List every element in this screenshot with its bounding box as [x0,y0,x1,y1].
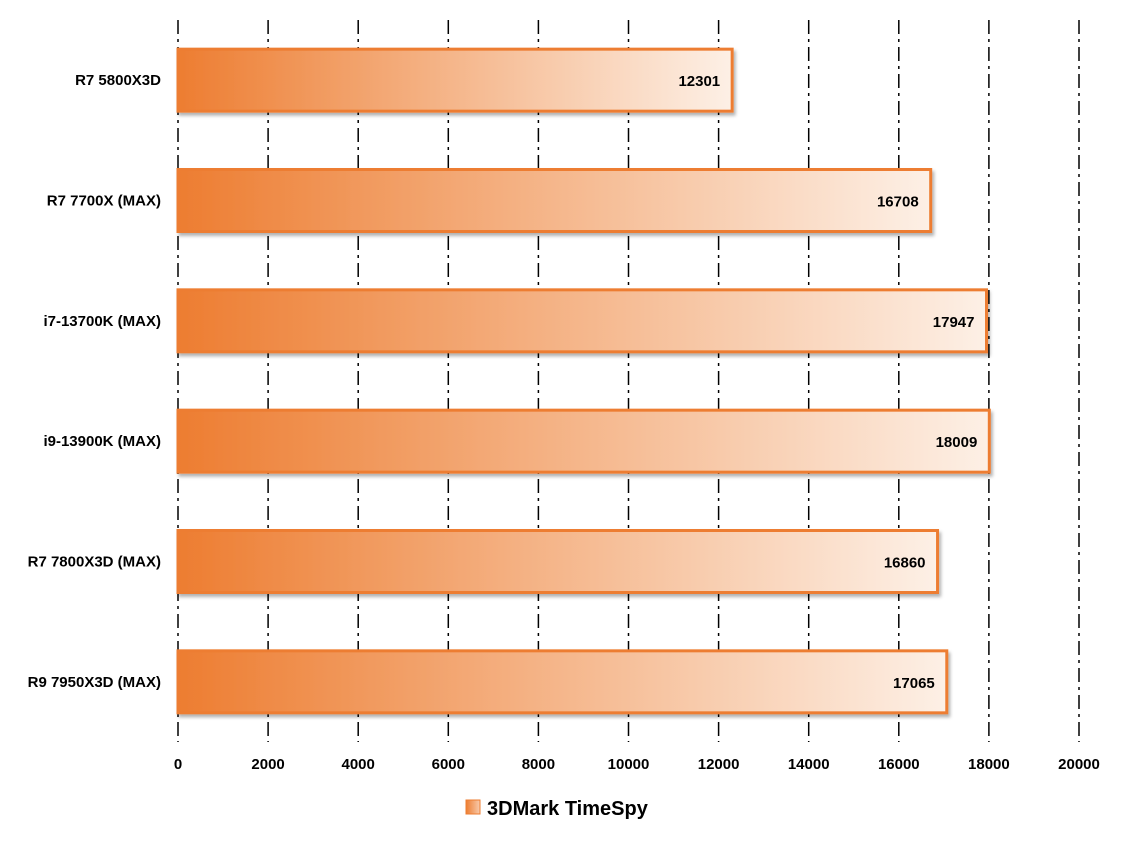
x-tick-label: 18000 [968,756,1010,773]
x-tick-label: 2000 [251,756,284,773]
legend-swatch [465,799,481,815]
bar [176,529,940,594]
data-label: 17947 [933,314,975,331]
x-tick-label: 20000 [1058,756,1100,773]
x-tick-label: 10000 [608,756,650,773]
data-label: 16860 [884,555,926,572]
data-label: 18009 [936,434,978,451]
bar [176,47,734,113]
category-label: R7 7700X (MAX) [47,193,161,210]
x-tick-label: 16000 [878,756,920,773]
category-label: i9-13900K (MAX) [43,433,161,450]
x-tick-label: 8000 [522,756,555,773]
data-label: 12301 [678,73,720,90]
x-tick-label: 14000 [788,756,830,773]
data-label: 16708 [877,194,919,211]
x-tick-label: 12000 [698,756,740,773]
x-axis-tick-labels: 0 2000 4000 6000 8000 10000 12000 14000 16000 180… [174,756,1100,773]
bar [176,649,949,715]
category-label: R7 7800X3D (MAX) [28,554,161,571]
data-label: 17065 [893,675,935,692]
x-tick-label: 4000 [342,756,375,773]
category-label: R7 5800X3D [75,72,161,89]
x-tick-label: 0 [174,756,182,773]
bars: 12301 16708 17947 18009 16860 17065 [176,47,991,715]
legend-label: 3DMark TimeSpy [487,798,649,820]
bar [176,408,991,474]
category-labels: R7 5800X3D R7 7700X (MAX) i7-13700K (MAX) i… [28,72,162,691]
grid-lines [177,20,1080,742]
bar [176,288,989,354]
category-label: R9 7950X3D (MAX) [28,674,161,691]
category-label: i7-13700K (MAX) [43,313,161,330]
bar [176,168,933,233]
legend: 3DMark TimeSpy [465,798,649,820]
x-tick-label: 6000 [432,756,465,773]
